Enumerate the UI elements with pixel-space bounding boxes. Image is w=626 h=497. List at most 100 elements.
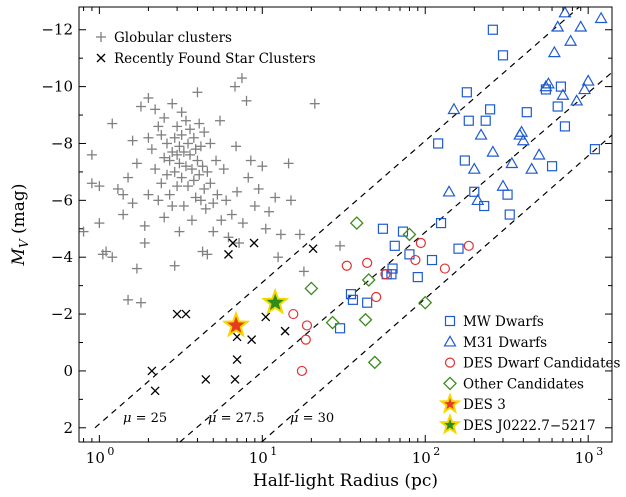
m31-dwarfs-point	[447, 102, 461, 115]
globular-clusters-point	[285, 195, 296, 206]
recently-found-star-clusters-point-b	[150, 386, 160, 396]
legend-upper-label-1: Recently Found Star Clusters	[114, 51, 316, 67]
globular-clusters-point	[185, 149, 196, 160]
globular-clusters-point	[156, 129, 167, 140]
mu-line-2	[261, 134, 612, 442]
m31-dwarfs-point	[505, 156, 519, 169]
mw-dwarfs-point	[484, 104, 496, 115]
globular-clusters-point	[237, 218, 248, 229]
recently-found-star-clusters-point	[308, 244, 318, 254]
x-tick-label: 10	[575, 449, 594, 467]
legend-lower-label-5: DES J0222.7−5217	[463, 418, 596, 434]
mw-dwarfs-point	[387, 263, 398, 274]
des-dwarf-candidates-point	[300, 334, 311, 345]
mw-dwarfs-point	[479, 200, 490, 212]
surface-brightness-lines	[94, 7, 612, 442]
x-tick-label: 10	[412, 449, 431, 467]
globular-clusters-point	[249, 201, 260, 212]
globular-clusters-point	[202, 166, 213, 177]
legend-upper-marker-0	[96, 32, 106, 42]
globular-clusters-point	[118, 209, 129, 220]
globular-clusters-point	[257, 161, 268, 172]
mu-value: = 27.5	[216, 411, 264, 426]
legend-lower-label-4: DES 3	[463, 397, 506, 413]
globular-clusters-point	[335, 240, 346, 251]
m31-dwarfs-point	[525, 162, 539, 174]
m31-dwarfs-point	[551, 20, 565, 32]
globular-clusters-point	[205, 178, 216, 189]
y-tick-label: −6	[51, 191, 73, 209]
des-3-point	[221, 310, 251, 338]
globular-clusters-point	[169, 132, 180, 143]
globular-clusters-point	[167, 98, 178, 109]
mw-dwarfs-point	[397, 226, 409, 237]
recently-found-star-clusters-point-b	[201, 374, 211, 384]
mw-dwarfs-point	[435, 217, 447, 229]
recently-found-star-clusters-point	[280, 326, 290, 336]
legend-upper-label-0: Globular clusters	[114, 30, 232, 46]
globular-clusters-point	[188, 132, 199, 143]
globular-clusters-point	[172, 181, 183, 192]
other-candidates-point	[349, 216, 364, 230]
globular-clusters-point	[294, 229, 305, 240]
mu-symbol: μ	[123, 411, 131, 426]
globular-clusters-point	[234, 237, 245, 248]
globular-clusters-point	[194, 169, 205, 180]
globular-clusters-point	[123, 294, 134, 305]
mw-dwarfs-point	[497, 50, 509, 61]
globular-clusters-point	[164, 155, 175, 166]
globular-clusters-point	[226, 209, 237, 220]
legend-lower-marker-4	[438, 392, 462, 414]
mw-dwarfs-point	[521, 107, 532, 118]
globular-clusters-point	[143, 92, 154, 103]
mu-symbol: μ	[290, 411, 298, 426]
m31-dwarfs-point	[564, 34, 578, 46]
mu-value: = 30	[298, 411, 334, 426]
globular-clusters-point	[174, 226, 185, 237]
series-des-3	[221, 310, 251, 338]
axis-labels: 10 0 10 1 10 2 10 3−12−10−8−6−4−202	[41, 21, 603, 467]
globular-clusters-point	[195, 141, 206, 152]
globular-clusters-point	[197, 246, 208, 257]
x-tick-exponent: 3	[596, 445, 603, 458]
legend-upper: Globular clusters Recently Found Star Clu…	[96, 30, 316, 67]
des-dwarf-candidates-point	[410, 254, 421, 266]
recently-found-star-clusters-point-b	[232, 355, 242, 365]
legend-lower-marker-3	[443, 376, 457, 391]
recently-found-star-clusters-point-b	[230, 374, 240, 384]
globular-clusters-point	[169, 260, 180, 271]
mu-label-2: μ = 30	[290, 411, 334, 426]
mw-dwarfs-point	[345, 289, 357, 300]
mw-dwarfs-point	[504, 209, 515, 220]
recently-found-star-clusters-point	[230, 374, 240, 384]
mw-dwarfs-point	[463, 115, 474, 126]
y-axis-title-sub: V	[17, 238, 31, 248]
legend-lower-label-1: M31 Dwarfs	[463, 335, 547, 351]
other-candidates-point	[367, 355, 382, 370]
mu-symbol: μ	[208, 411, 216, 426]
recently-found-star-clusters-point	[150, 386, 160, 396]
recently-found-star-clusters-point-b	[147, 366, 157, 376]
y-tick-label: −10	[41, 78, 73, 96]
globular-clusters-point	[131, 158, 142, 169]
globular-clusters-point	[159, 152, 170, 163]
m31-dwarfs-point	[539, 79, 553, 92]
recently-found-star-clusters-point	[247, 335, 257, 345]
other-candidates-point	[358, 312, 373, 327]
globular-clusters-point	[270, 192, 281, 203]
globular-clusters-point	[153, 121, 164, 132]
globular-clusters-point	[178, 201, 189, 212]
globular-clusters-point	[164, 189, 175, 200]
axis-ticks	[79, 7, 612, 442]
globular-clusters-point	[232, 186, 243, 197]
globular-clusters-point	[208, 198, 219, 209]
m31-dwarfs-point	[578, 82, 592, 95]
legend-lower-label-3: Other Candidates	[463, 376, 584, 392]
mw-dwarfs-point	[552, 101, 563, 112]
plot-frame	[78, 6, 613, 443]
mu-label-1: μ = 27.5	[208, 411, 265, 426]
globular-clusters-point	[180, 161, 191, 172]
des-dwarf-candidates-point	[415, 237, 426, 249]
des-dwarf-candidates-point	[371, 291, 382, 303]
globular-clusters-point	[192, 87, 203, 98]
